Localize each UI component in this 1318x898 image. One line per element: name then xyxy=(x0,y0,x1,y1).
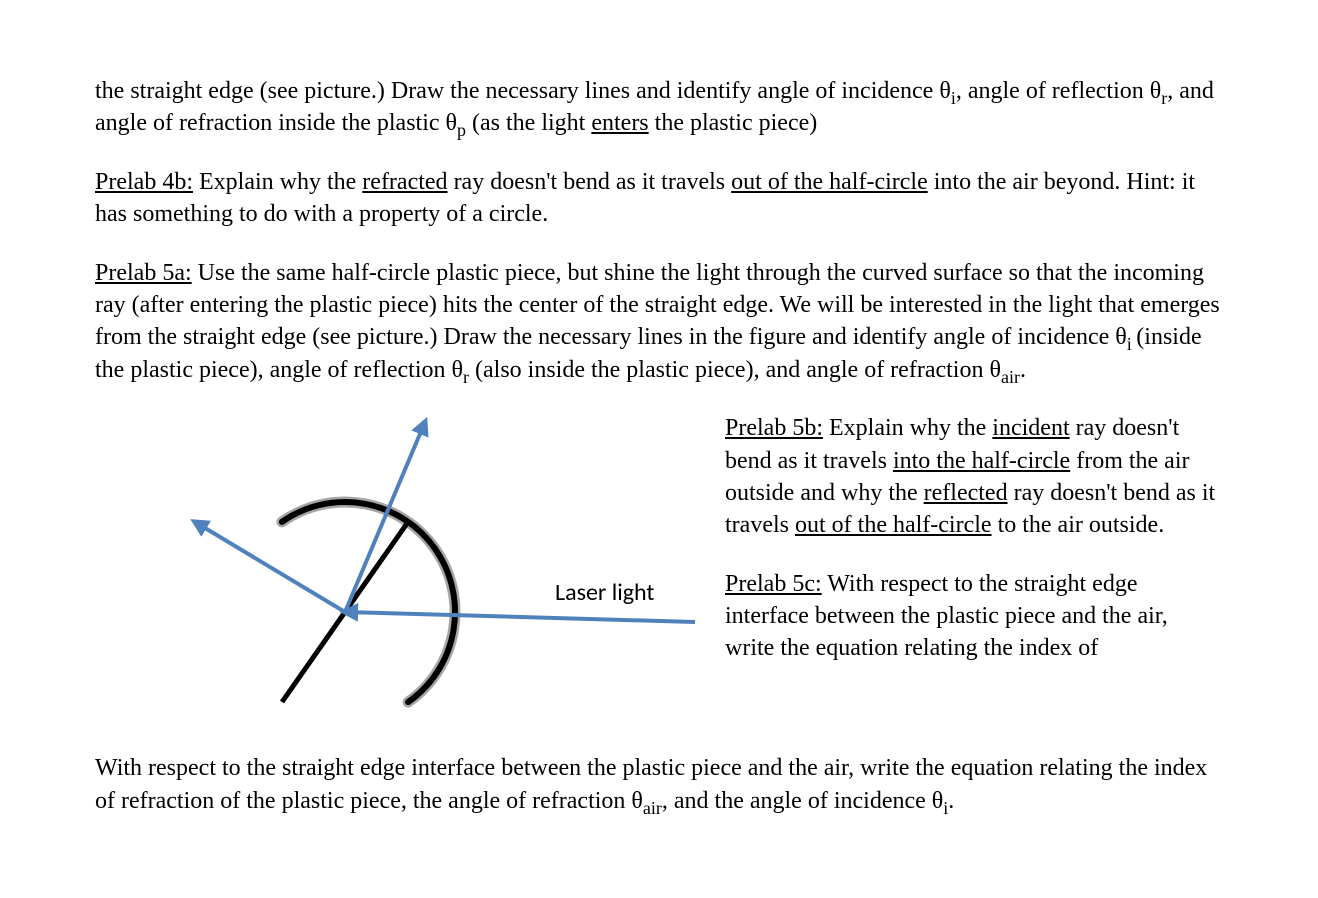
prelab-5a-text-3: (also inside the plastic piece), and ang… xyxy=(469,357,1001,383)
right-text-column: Prelab 5b: Explain why the incident ray … xyxy=(725,412,1223,665)
prelab-5a-sub-1: i xyxy=(1127,334,1137,354)
figure-and-text-row: Laser light Prelab 5b: Explain why the i… xyxy=(95,412,1223,752)
prelab-5b-paragraph: Prelab 5b: Explain why the incident ray … xyxy=(725,412,1223,542)
intro-text-1: the straight edge (see picture.) Draw th… xyxy=(95,78,951,104)
prelab-5b-text-5: to the air outside. xyxy=(992,512,1165,538)
prelab-4b-text-1: Explain why the xyxy=(193,169,362,195)
prelab-5b-underline-3: reflected xyxy=(924,480,1008,506)
intro-underline-1: enters xyxy=(591,110,648,136)
prelab-5a-paragraph: Prelab 5a: Use the same half-circle plas… xyxy=(95,257,1223,387)
prelab-5a-text-1: Use the same half-circle plastic piece, … xyxy=(95,260,1220,351)
prelab-5b-underline-1: incident xyxy=(992,415,1069,441)
prelab-5a-sub-3: air xyxy=(1001,367,1020,387)
figure-cell: Laser light xyxy=(95,412,695,752)
prelab-5b-underline-4: out of the half-circle xyxy=(795,512,992,538)
laser-light-label: Laser light xyxy=(555,577,654,609)
prelab-5c-text-2: , and the angle of incidence θ xyxy=(662,788,943,814)
prelab-5b-label: Prelab 5b: xyxy=(725,415,823,441)
intro-text-4: (as the light xyxy=(466,110,591,136)
prelab-4b-label: Prelab 4b: xyxy=(95,169,193,195)
prelab-5c-paragraph-top: Prelab 5c: With respect to the straight … xyxy=(725,568,1223,665)
intro-text-2: , angle of reflection θ xyxy=(956,78,1161,104)
prelab-5c-text-3: . xyxy=(948,788,954,814)
intro-sub-3: p xyxy=(457,120,466,140)
prelab-4b-underline-1: refracted xyxy=(362,169,447,195)
prelab-5c-paragraph-bottom: With respect to the straight edge interf… xyxy=(95,752,1223,817)
prelab-5a-label: Prelab 5a: xyxy=(95,260,192,286)
prelab-5c-label: Prelab 5c: xyxy=(725,571,822,597)
prelab-5b-text-1: Explain why the xyxy=(823,415,992,441)
document-page: the straight edge (see picture.) Draw th… xyxy=(0,0,1318,883)
intro-paragraph: the straight edge (see picture.) Draw th… xyxy=(95,75,1223,140)
prelab-4b-text-2: ray doesn't bend as it travels xyxy=(448,169,732,195)
intro-text-5: the plastic piece) xyxy=(649,110,818,136)
prelab-4b-paragraph: Prelab 4b: Explain why the refracted ray… xyxy=(95,166,1223,231)
prelab-5c-sub-1: air xyxy=(643,797,662,817)
prelab-4b-underline-2: out of the half-circle xyxy=(731,169,928,195)
prelab-5b-underline-2: into the half-circle xyxy=(893,448,1070,474)
prelab-5a-text-4: . xyxy=(1020,357,1026,383)
